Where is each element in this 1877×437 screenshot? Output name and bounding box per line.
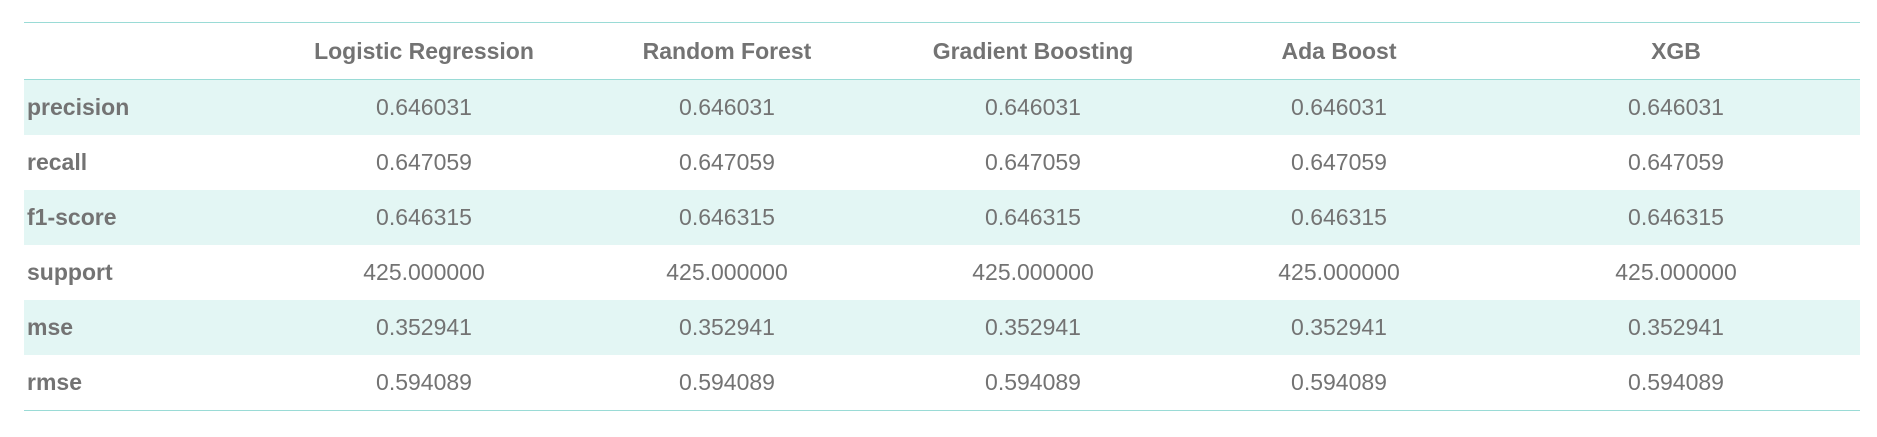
table-cell: 0.352941 xyxy=(679,314,775,340)
table-cell: 0.647059 xyxy=(376,149,472,175)
table-cell: 0.647059 xyxy=(985,149,1081,175)
header-corner xyxy=(24,23,274,80)
row-label-mse: mse xyxy=(27,314,74,340)
table-row: mse 0.352941 0.352941 0.352941 0.352941 … xyxy=(24,300,1860,355)
table-cell: 425.000000 xyxy=(666,259,788,285)
table-cell: 425.000000 xyxy=(1278,259,1400,285)
table-row: precision 0.646031 0.646031 0.646031 0.6… xyxy=(24,79,1860,135)
header-xgb: XGB xyxy=(1651,37,1701,64)
table-cell: 0.352941 xyxy=(1291,314,1387,340)
table-cell: 0.594089 xyxy=(376,369,472,395)
table-cell: 0.646031 xyxy=(376,94,472,120)
header-random-forest: Random Forest xyxy=(642,37,812,64)
table-cell: 0.647059 xyxy=(1628,149,1724,175)
row-label-support: support xyxy=(27,259,113,285)
table-cell: 0.646315 xyxy=(1291,204,1387,230)
table-cell: 0.646031 xyxy=(1291,94,1387,120)
table-row: rmse 0.594089 0.594089 0.594089 0.594089… xyxy=(24,355,1860,411)
table-cell: 0.646031 xyxy=(1628,94,1724,120)
header-ada-boost: Ada Boost xyxy=(1281,37,1397,64)
row-label-f1-score: f1-score xyxy=(27,204,117,230)
table-cell: 0.646315 xyxy=(679,204,775,230)
table-cell: 0.646315 xyxy=(1628,204,1724,230)
header-gradient-boosting: Gradient Boosting xyxy=(932,37,1134,64)
table-row: recall 0.647059 0.647059 0.647059 0.6470… xyxy=(24,135,1860,190)
metrics-table-container: Logistic Regression Random Forest Gradie… xyxy=(24,22,1860,411)
table-cell: 0.646315 xyxy=(376,204,472,230)
row-label-precision: precision xyxy=(27,94,130,120)
table-cell: 0.594089 xyxy=(679,369,775,395)
table-cell: 0.646031 xyxy=(679,94,775,120)
table-cell: 0.594089 xyxy=(1291,369,1387,395)
table-cell: 0.647059 xyxy=(679,149,775,175)
table-header-row: Logistic Regression Random Forest Gradie… xyxy=(24,22,1860,80)
header-logistic-regression: Logistic Regression xyxy=(314,37,534,64)
table-row: f1-score 0.646315 0.646315 0.646315 0.64… xyxy=(24,190,1860,245)
table-cell: 0.646315 xyxy=(985,204,1081,230)
table-cell: 425.000000 xyxy=(363,259,485,285)
table-cell: 0.647059 xyxy=(1291,149,1387,175)
table-cell: 0.352941 xyxy=(985,314,1081,340)
table-cell: 425.000000 xyxy=(972,259,1094,285)
row-label-recall: recall xyxy=(27,149,88,175)
table-cell: 0.646031 xyxy=(985,94,1081,120)
table-cell: 0.594089 xyxy=(985,369,1081,395)
table-cell: 0.594089 xyxy=(1628,369,1724,395)
table-row: support 425.000000 425.000000 425.000000… xyxy=(24,245,1860,300)
row-label-rmse: rmse xyxy=(27,369,82,395)
table-cell: 0.352941 xyxy=(1628,314,1724,340)
table-cell: 0.352941 xyxy=(376,314,472,340)
metrics-table: Logistic Regression Random Forest Gradie… xyxy=(24,22,1860,411)
table-cell: 425.000000 xyxy=(1615,259,1737,285)
